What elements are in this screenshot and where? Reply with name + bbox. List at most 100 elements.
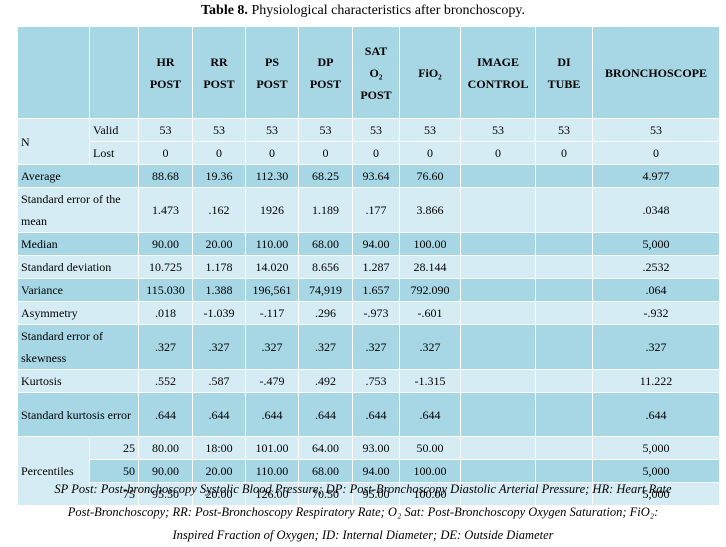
row-sublabel: Lost xyxy=(89,141,139,165)
table-cell xyxy=(535,232,593,256)
table-cell: 1926 xyxy=(245,187,299,233)
table-cell: .2532 xyxy=(592,255,720,279)
table-cell xyxy=(460,278,536,302)
table-cell: 53 xyxy=(592,118,720,142)
table-cell xyxy=(460,232,536,256)
table-cell xyxy=(460,301,536,325)
table-cell: 0 xyxy=(535,141,593,165)
table-cell xyxy=(460,392,536,437)
table-cell: -.601 xyxy=(399,301,461,325)
table-cell: 0 xyxy=(399,141,461,165)
table-cell xyxy=(460,324,536,370)
table-cell: .753 xyxy=(352,369,400,393)
table-cell: 90.00 xyxy=(138,232,193,256)
table-cell: 0 xyxy=(192,141,246,165)
table-cell: 196,561 xyxy=(245,278,299,302)
table-cell: 5,000 xyxy=(592,232,720,256)
header-row: HR POST RR POST PS POST DP POST SAT O₂ POST Fi… xyxy=(17,26,720,119)
col-header: DI TUBE xyxy=(535,26,593,119)
col-header: DP POST xyxy=(298,26,353,119)
table-cell: 5,000 xyxy=(592,482,720,506)
table-cell: .327 xyxy=(138,324,193,370)
table-cell: 1.388 xyxy=(192,278,246,302)
table-cell: .327 xyxy=(399,324,461,370)
table-cell: .492 xyxy=(298,369,353,393)
table-cell: .644 xyxy=(298,392,353,437)
table-cell: 112.30 xyxy=(245,164,299,188)
table-cell xyxy=(535,301,593,325)
table-cell: 8.656 xyxy=(298,255,353,279)
table-cell: 0 xyxy=(298,141,353,165)
table-cell: 93.64 xyxy=(352,164,400,188)
table-row: Standard error of the mean 1.473.162 1926 1… xyxy=(17,187,720,233)
row-label: Standard error of the mean xyxy=(17,187,139,233)
table-cell: 0 xyxy=(460,141,536,165)
table-cell: .296 xyxy=(298,301,353,325)
table-cell: 68.00 xyxy=(298,232,353,256)
table-row: 75 95.50 20.00 126.00 70.50 95.00 100.00 5,000 xyxy=(18,482,720,506)
table-row: Asymmetry .018 -1.039 -.117.296 -.973 -.601 -.… xyxy=(17,301,720,325)
table-cell: .162 xyxy=(192,187,246,233)
table-cell: -.932 xyxy=(592,301,720,325)
table-cell: .018 xyxy=(138,301,193,325)
table-row: Standard deviation 10.725 1.178 14.020 8.656… xyxy=(17,255,720,279)
table-cell: 95.50 xyxy=(138,482,193,506)
table-cell: 53 xyxy=(535,118,593,142)
table-cell xyxy=(535,392,593,437)
table-cell: 110.00 xyxy=(245,459,299,483)
col-header: BRONCHOSCOPE xyxy=(592,26,720,119)
table-cell xyxy=(460,369,536,393)
row-label: Standard kurtosis error xyxy=(17,392,139,437)
footnote-line: Post-Bronchoscopy; RR: Post-Bronchoscopy… xyxy=(67,505,659,519)
col-header: RR POST xyxy=(192,26,246,119)
table-title: Table 8. Physiological characteristics a… xyxy=(0,3,726,19)
table-cell: 53 xyxy=(352,118,400,142)
table-cell: -.973 xyxy=(352,301,400,325)
table-cell: .327 xyxy=(192,324,246,370)
table-cell: 0 xyxy=(352,141,400,165)
table-cell: .327 xyxy=(298,324,353,370)
table-cell xyxy=(535,459,593,483)
table-cell: 19.36 xyxy=(192,164,246,188)
table-cell: 100.00 xyxy=(399,232,461,256)
table-cell: 53 xyxy=(138,118,193,142)
table-cell: 53 xyxy=(460,118,536,142)
table-cell xyxy=(460,255,536,279)
table-cell: 94.00 xyxy=(352,232,400,256)
table-cell: 80.00 xyxy=(138,436,193,460)
table-cell: 74,919 xyxy=(298,278,353,302)
table-row: Percentiles 25 80.00 18:00 101.00 64.00 93.00 5… xyxy=(17,436,720,506)
table-cell: .587 xyxy=(192,369,246,393)
header-corner xyxy=(17,26,90,119)
table-cell: 4.977 xyxy=(592,164,720,188)
table-cell: .644 xyxy=(399,392,461,437)
table-cell: .644 xyxy=(352,392,400,437)
footnote-line: SP Post: Post-bronchoscopy Systolic Bloo… xyxy=(54,482,672,496)
table-cell xyxy=(460,164,536,188)
table-cell: 1.189 xyxy=(298,187,353,233)
table-cell: 10.725 xyxy=(138,255,193,279)
row-label: N xyxy=(17,118,90,165)
table-cell: 18:00 xyxy=(192,436,246,460)
table-cell: 100.00 xyxy=(399,459,461,483)
table-cell: .327 xyxy=(352,324,400,370)
table-cell xyxy=(460,459,536,483)
table-cell: 53 xyxy=(298,118,353,142)
table-cell: 68.25 xyxy=(298,164,353,188)
col-header: PS POST xyxy=(245,26,299,119)
table-cell: 64.00 xyxy=(298,436,353,460)
table-cell: 0 xyxy=(138,141,193,165)
table-cell: .552 xyxy=(138,369,193,393)
table-cell xyxy=(460,482,536,506)
table-cell: 100.00 xyxy=(399,482,461,506)
table-cell: 93.00 xyxy=(352,436,400,460)
table-footnote: SP Post: Post-bronchoscopy Systolic Bloo… xyxy=(0,478,726,547)
table-row: 50 90.00 20.00 110.00 68.00 94.00 100.00 5,000 xyxy=(18,459,720,483)
table-body: N Valid 53 53 53 53 53 53 53 53 53 Lost 0 0 0 0 0 0 0 0 0 Ave… xyxy=(17,118,720,506)
table-cell: .644 xyxy=(138,392,193,437)
table-cell xyxy=(460,436,536,460)
table-cell: 68.00 xyxy=(298,459,353,483)
row-label: Asymmetry xyxy=(17,301,139,325)
row-label: Percentiles xyxy=(17,436,90,506)
table-cell xyxy=(535,369,593,393)
